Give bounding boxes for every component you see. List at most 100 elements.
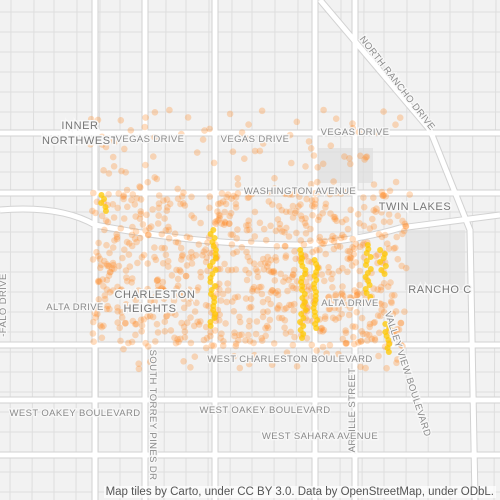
- dot: [317, 325, 325, 333]
- dot: [132, 228, 140, 235]
- dot: [347, 160, 354, 168]
- dot: [281, 324, 288, 332]
- dot: [98, 323, 106, 331]
- dot: [160, 295, 168, 303]
- dot: [106, 268, 114, 276]
- dot: [128, 338, 136, 346]
- dot: [120, 345, 127, 353]
- dot: [330, 245, 338, 253]
- dot: [273, 243, 281, 250]
- dot: [325, 268, 332, 276]
- dot: [331, 215, 339, 223]
- dot: [281, 242, 289, 250]
- dot: [330, 213, 338, 221]
- dot: [256, 147, 264, 155]
- dot: [313, 246, 320, 254]
- dot: [288, 282, 296, 290]
- dot: [207, 231, 214, 237]
- dot: [245, 323, 253, 330]
- dot: [385, 245, 393, 252]
- dot: [262, 324, 269, 332]
- dot: [206, 193, 214, 200]
- dot: [155, 212, 162, 219]
- dot: [188, 193, 195, 201]
- dot: [181, 202, 189, 209]
- dot: [359, 330, 367, 338]
- dot: [241, 155, 248, 162]
- dot: [215, 216, 222, 224]
- dot: [303, 334, 311, 342]
- dot: [399, 342, 406, 350]
- dot: [110, 261, 117, 269]
- dot: [105, 191, 112, 198]
- dot: [153, 175, 161, 183]
- dot: [290, 307, 298, 314]
- dot: [342, 327, 349, 334]
- dot: [163, 207, 171, 214]
- dot: [290, 266, 298, 274]
- dot: [383, 364, 390, 372]
- dot: [395, 326, 403, 333]
- dot: [163, 313, 170, 320]
- dot: [342, 329, 350, 337]
- dot: [232, 266, 240, 273]
- dot: [302, 222, 310, 229]
- dot: [199, 136, 207, 143]
- dot: [180, 323, 188, 331]
- dot: [283, 349, 291, 356]
- dot: [228, 195, 235, 202]
- dot: [339, 295, 347, 303]
- dot: [380, 308, 388, 316]
- dot: [203, 254, 211, 261]
- dot: [177, 200, 184, 208]
- dot: [224, 287, 232, 294]
- dot: [293, 189, 300, 196]
- dot: [363, 250, 370, 256]
- dot: [353, 291, 361, 299]
- dot: [128, 279, 135, 286]
- dot: [95, 296, 103, 303]
- dot: [345, 311, 353, 319]
- dot: [293, 363, 301, 370]
- dot: [139, 221, 147, 228]
- dot: [343, 340, 350, 347]
- dot: [174, 282, 182, 290]
- dot: [339, 218, 346, 226]
- dot: [314, 164, 322, 171]
- dot: [137, 196, 145, 203]
- dot: [121, 145, 128, 153]
- dot: [229, 298, 236, 305]
- dot: [388, 292, 396, 299]
- dot: [282, 330, 290, 337]
- dot: [281, 305, 288, 313]
- dot: [155, 200, 163, 207]
- dot: [332, 316, 339, 323]
- dot: [245, 270, 253, 277]
- dot: [274, 305, 282, 313]
- dot: [316, 233, 324, 241]
- dot: [377, 259, 384, 265]
- dot: [118, 286, 125, 293]
- dot: [193, 149, 201, 156]
- dot: [101, 226, 108, 234]
- street-label: ALTA DRIVE: [321, 298, 379, 309]
- dot: [352, 323, 359, 331]
- dot: [308, 202, 316, 210]
- dot: [339, 264, 346, 272]
- dot: [289, 271, 297, 279]
- dot: [282, 243, 289, 250]
- dot: [347, 206, 355, 214]
- dot: [341, 233, 348, 241]
- dot: [329, 314, 337, 322]
- dot: [371, 335, 379, 342]
- dot: [142, 227, 149, 234]
- dot: [307, 292, 315, 300]
- dot: [109, 259, 117, 267]
- dot: [277, 270, 285, 278]
- street-label: -FALO DRIVE: [0, 273, 9, 337]
- dot: [110, 265, 118, 273]
- dot: [393, 359, 400, 367]
- dot: [272, 253, 279, 261]
- dot: [319, 328, 327, 335]
- dot: [123, 277, 131, 285]
